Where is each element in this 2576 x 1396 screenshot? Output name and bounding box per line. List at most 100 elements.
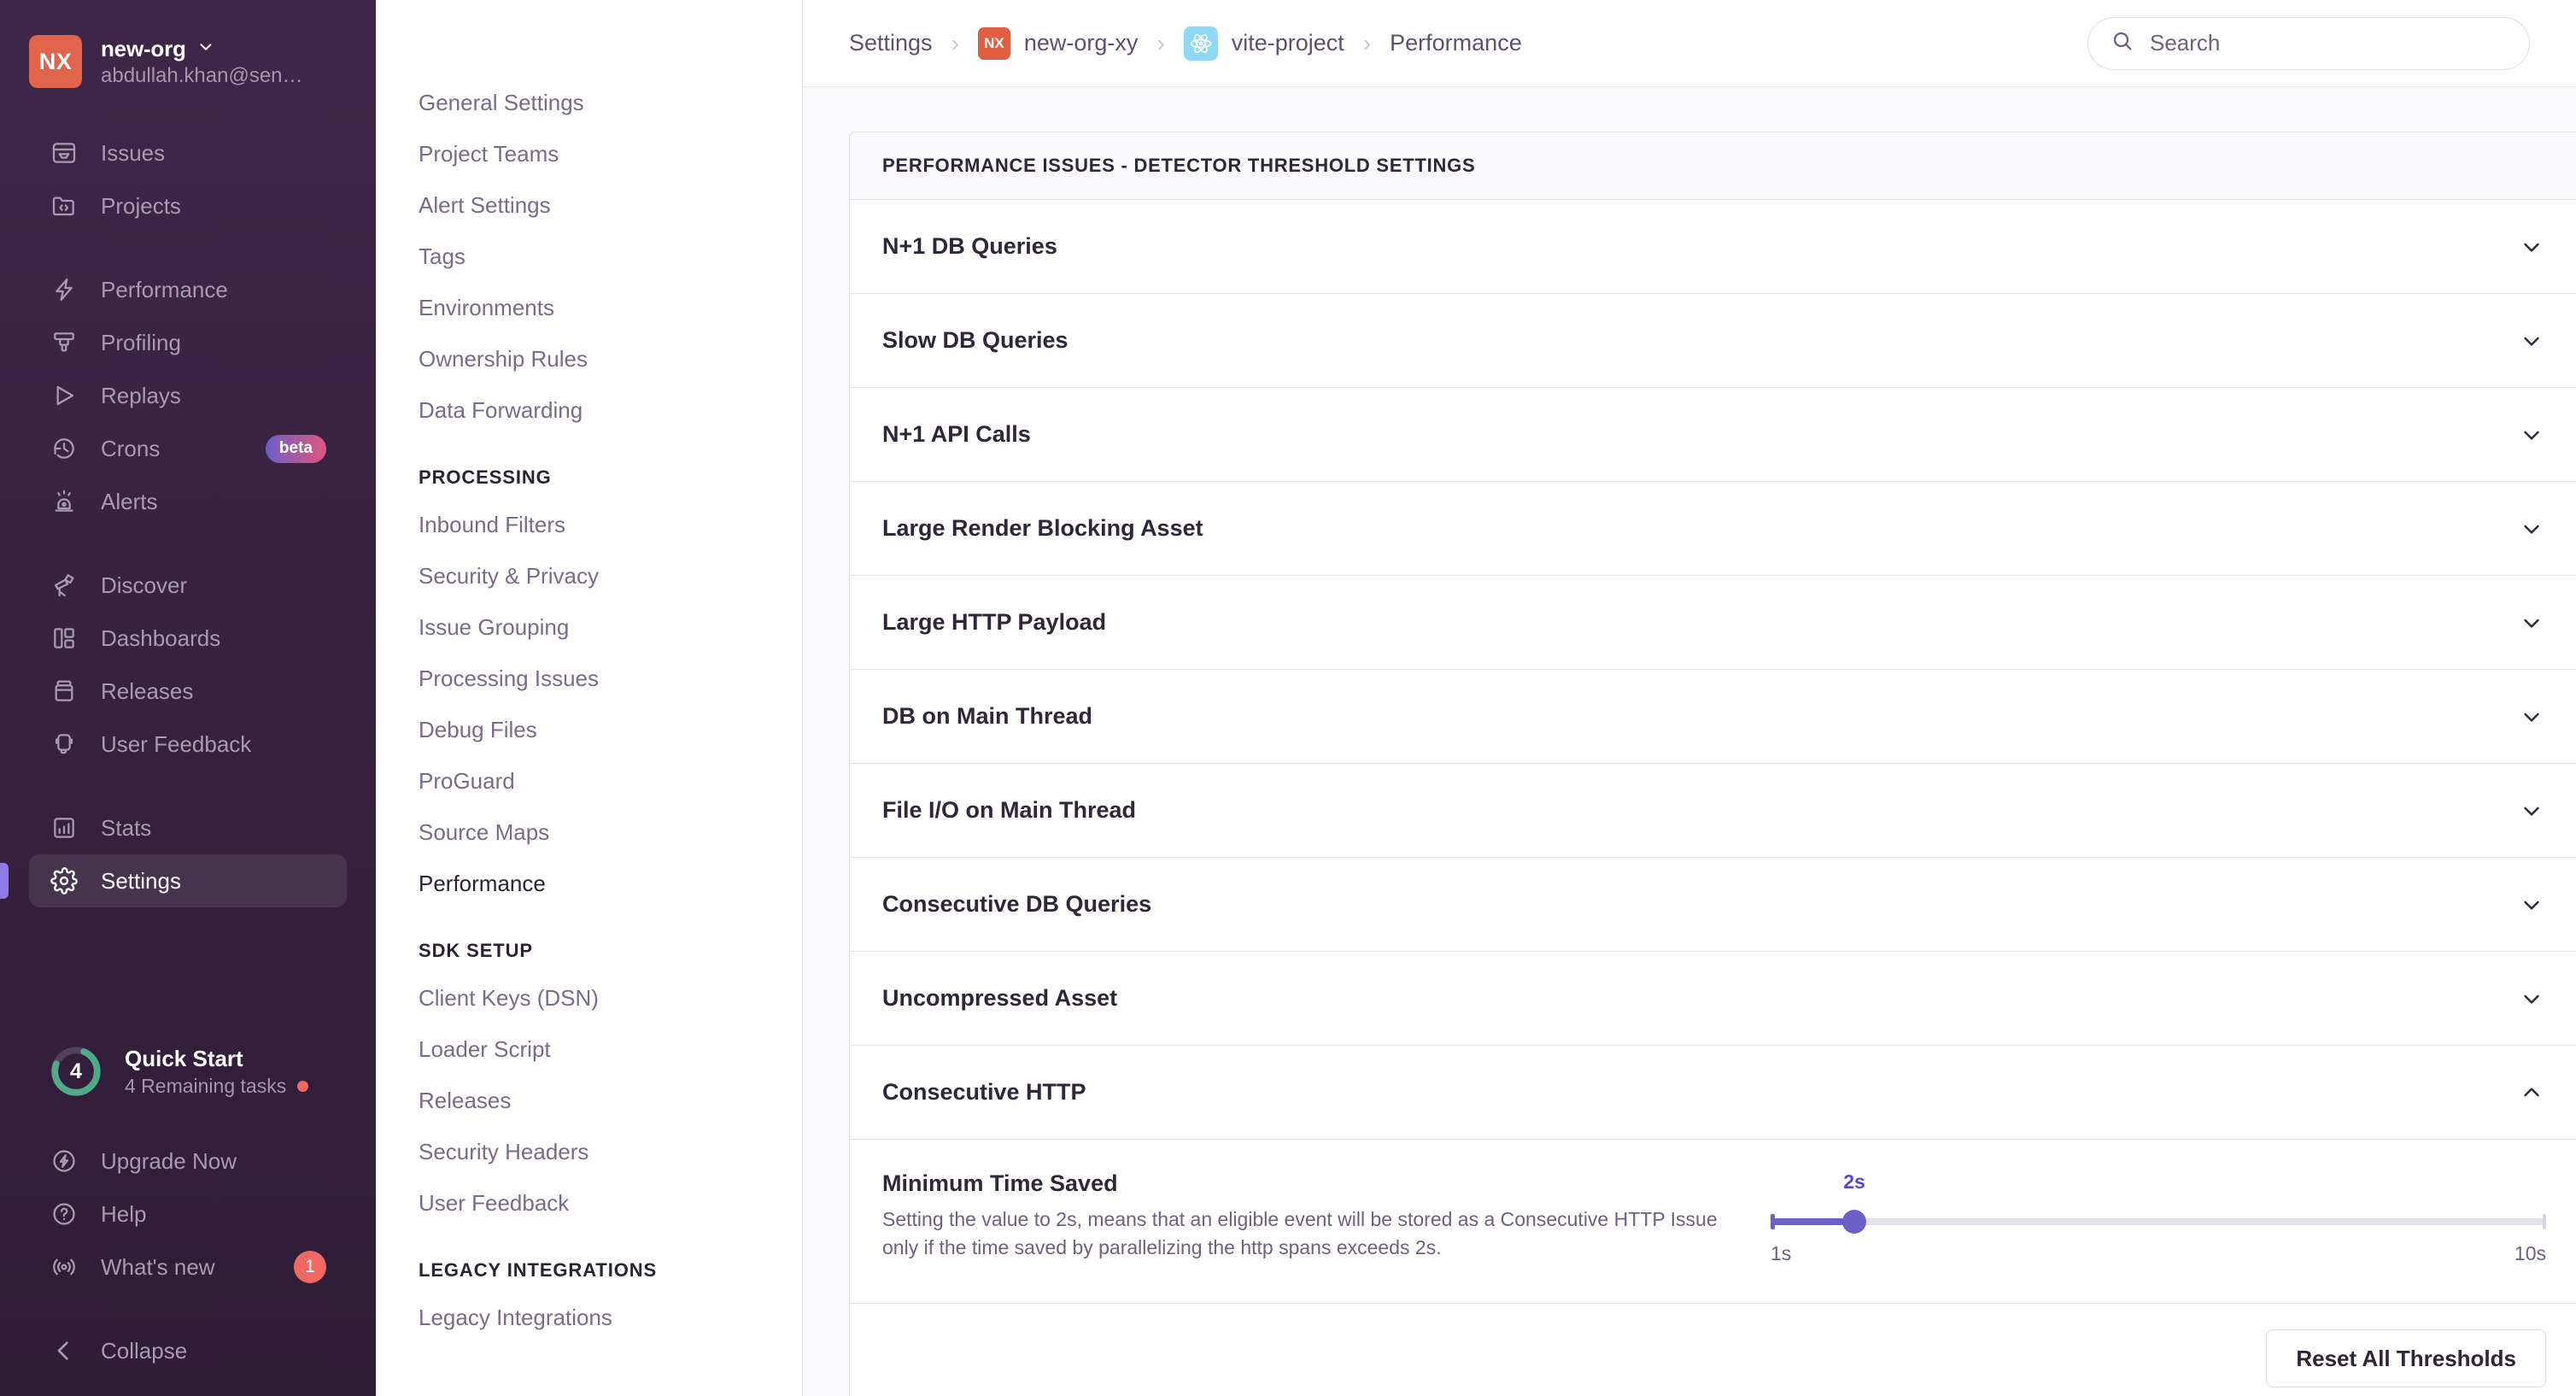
accordion-row-n1-db-queries[interactable]: N+1 DB Queries [850, 200, 2576, 294]
slider-fill [1771, 1218, 1863, 1225]
settings-nav-tags[interactable]: Tags [419, 243, 465, 269]
chevron-down-icon[interactable] [2517, 514, 2546, 543]
sidebar-item-stats[interactable]: Stats [29, 801, 347, 854]
profiling-icon [50, 328, 79, 357]
sidebar-item-label: Upgrade Now [101, 1147, 237, 1174]
accordion-row-slow-db-queries[interactable]: Slow DB Queries [850, 294, 2576, 388]
slider-thumb[interactable] [1842, 1210, 1866, 1234]
chevron-up-icon[interactable] [2517, 1078, 2546, 1107]
sidebar-item-dashboards[interactable]: Dashboards [29, 612, 347, 665]
chevron-down-icon [196, 38, 215, 61]
settings-nav-general-settings[interactable]: General Settings [419, 90, 584, 115]
settings-nav-proguard[interactable]: ProGuard [419, 768, 515, 794]
sidebar-item-label: What's new [101, 1253, 215, 1280]
sidebar-item-issues[interactable]: Issues [29, 126, 347, 179]
sidebar-item-discover[interactable]: Discover [29, 559, 347, 612]
chevron-down-icon[interactable] [2517, 420, 2546, 449]
question-circle-icon [50, 1200, 79, 1229]
whats-new-badge: 1 [294, 1251, 326, 1283]
settings-nav-performance[interactable]: Performance [419, 871, 546, 896]
settings-nav-alert-settings[interactable]: Alert Settings [419, 192, 551, 218]
reset-all-thresholds-button[interactable]: Reset All Thresholds [2266, 1329, 2546, 1387]
settings-nav-loader-script[interactable]: Loader Script [419, 1036, 551, 1062]
sidebar-item-releases[interactable]: Releases [29, 665, 347, 718]
chevron-down-icon[interactable] [2517, 890, 2546, 919]
accordion-title: DB on Main Thread [882, 703, 1093, 729]
sidebar-item-label: Discover [101, 572, 188, 598]
sidebar-item-label: Projects [101, 192, 181, 219]
slider-track[interactable] [1771, 1210, 2546, 1234]
sidebar-item-settings[interactable]: Settings [0, 854, 347, 907]
minimum-time-saved-slider[interactable]: 2s 1s 10s [1771, 1170, 2546, 1265]
sidebar-group-admin: Stats Settings [0, 801, 376, 907]
settings-nav-releases[interactable]: Releases [419, 1088, 512, 1113]
org-switcher[interactable]: NX new-org abdullah.khan@sen… [0, 29, 376, 94]
settings-nav-inbound-filters[interactable]: Inbound Filters [419, 512, 565, 537]
settings-nav-processing-issues[interactable]: Processing Issues [419, 666, 599, 691]
accordion-row-large-http-payload[interactable]: Large HTTP Payload [850, 576, 2576, 670]
settings-nav-issue-grouping[interactable]: Issue Grouping [419, 614, 570, 640]
chevron-down-icon[interactable] [2517, 984, 2546, 1013]
settings-nav-debug-files[interactable]: Debug Files [419, 717, 537, 742]
accordion-row-n1-api-calls[interactable]: N+1 API Calls [850, 388, 2576, 482]
chevron-left-icon [50, 1336, 79, 1365]
chevron-down-icon[interactable] [2517, 232, 2546, 261]
settings-nav-heading-sdk-setup: SDK Setup [419, 940, 534, 961]
main-area: Settings › NX new-org-xy › vite-project … [803, 0, 2576, 1396]
beta-badge: beta [265, 434, 326, 463]
sidebar-item-upgrade-now[interactable]: Upgrade Now [29, 1135, 347, 1188]
sidebar-item-user-feedback[interactable]: User Feedback [29, 718, 347, 771]
settings-nav-project-teams[interactable]: Project Teams [419, 141, 559, 167]
sidebar-item-label: Releases [101, 677, 194, 704]
settings-nav-environments[interactable]: Environments [419, 295, 554, 320]
settings-nav-security-privacy[interactable]: Security & Privacy [419, 563, 599, 589]
settings-nav-data-forwarding[interactable]: Data Forwarding [419, 397, 583, 423]
sidebar-item-whats-new[interactable]: What's new 1 [29, 1241, 347, 1293]
sidebar-group-explore: Discover Dashboards Releases [0, 559, 376, 771]
minimum-time-saved-help: Setting the value to 2s, means that an e… [882, 1208, 1718, 1259]
sidebar-item-label: Stats [101, 814, 152, 841]
accordion-row-consecutive-http[interactable]: Consecutive HTTP [850, 1046, 2576, 1140]
sidebar-item-profiling[interactable]: Profiling [29, 316, 347, 369]
chevron-down-icon[interactable] [2517, 796, 2546, 825]
breadcrumb-separator: › [1362, 29, 1372, 56]
accordion-row-uncompressed-asset[interactable]: Uncompressed Asset [850, 952, 2576, 1046]
settings-nav-source-maps[interactable]: Source Maps [419, 819, 550, 845]
sidebar-item-performance[interactable]: Performance [29, 263, 347, 316]
sidebar-item-label: Settings [101, 867, 181, 894]
breadcrumb-project[interactable]: vite-project [1183, 26, 1344, 61]
gear-icon [50, 866, 79, 895]
settings-nav-security-headers[interactable]: Security Headers [419, 1139, 589, 1164]
minimum-time-saved-label: Minimum Time Saved [882, 1170, 1118, 1196]
slider-min-label: 1s [1771, 1242, 1792, 1264]
clock-history-icon [50, 434, 79, 463]
chevron-down-icon[interactable] [2517, 608, 2546, 637]
settings-nav-client-keys[interactable]: Client Keys (DSN) [419, 985, 599, 1011]
projects-icon [50, 191, 79, 220]
settings-nav-legacy-integrations[interactable]: Legacy Integrations [419, 1305, 612, 1330]
accordion-row-db-on-main-thread[interactable]: DB on Main Thread [850, 670, 2576, 764]
sidebar-item-projects[interactable]: Projects [29, 179, 347, 232]
collapse-sidebar-button[interactable]: Collapse [29, 1324, 347, 1377]
settings-nav-user-feedback[interactable]: User Feedback [419, 1190, 570, 1216]
search-input[interactable]: Search [2087, 16, 2530, 70]
sidebar-item-help[interactable]: Help [29, 1188, 347, 1241]
breadcrumb-org[interactable]: NX new-org-xy [977, 26, 1138, 60]
sidebar-item-replays[interactable]: Replays [29, 369, 347, 422]
search-icon [2111, 29, 2134, 57]
quick-start-button[interactable]: 4 Quick Start 4 Remaining tasks [0, 1030, 376, 1112]
accordion-row-consecutive-db-queries[interactable]: Consecutive DB Queries [850, 858, 2576, 952]
sidebar-item-crons[interactable]: Crons beta [29, 422, 347, 475]
accordion-row-large-render-blocking-asset[interactable]: Large Render Blocking Asset [850, 482, 2576, 576]
settings-nav-ownership-rules[interactable]: Ownership Rules [419, 346, 588, 372]
breadcrumb-current-page: Performance [1390, 30, 1522, 56]
unread-dot-icon [297, 1080, 309, 1092]
sidebar-item-label: Dashboards [101, 625, 221, 651]
sidebar-item-alerts[interactable]: Alerts [29, 475, 347, 528]
breadcrumb-settings[interactable]: Settings [849, 30, 933, 56]
accordion-row-file-io-on-main-thread[interactable]: File I/O on Main Thread [850, 764, 2576, 858]
chevron-down-icon[interactable] [2517, 326, 2546, 355]
search-placeholder: Search [2150, 30, 2221, 56]
chevron-down-icon[interactable] [2517, 702, 2546, 731]
detector-threshold-panel: PERFORMANCE ISSUES - DETECTOR THRESHOLD … [849, 132, 2576, 1396]
